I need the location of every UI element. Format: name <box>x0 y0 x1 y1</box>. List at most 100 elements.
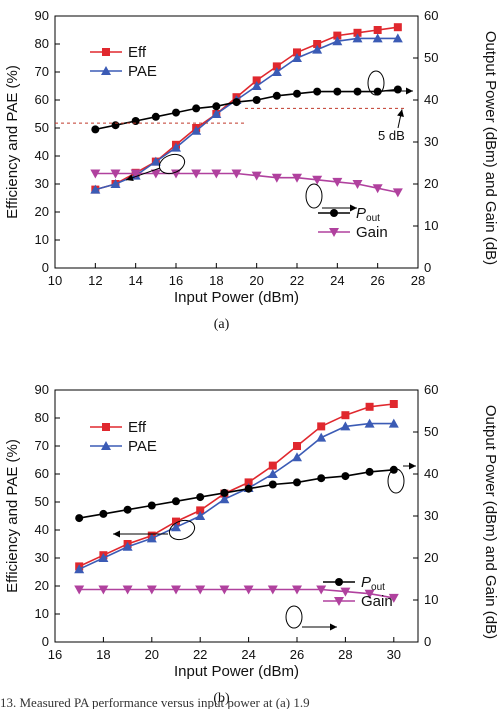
data-point <box>192 104 201 113</box>
y-right-tick-label: 0 <box>424 260 431 275</box>
data-point <box>392 188 403 198</box>
series-gain <box>74 585 399 603</box>
data-point <box>268 480 277 489</box>
data-point <box>388 418 399 428</box>
data-point <box>196 493 205 502</box>
legend-label: Gain <box>361 593 393 610</box>
legend-marker <box>102 48 110 56</box>
series-line <box>79 469 394 519</box>
y-left-tick-label: 50 <box>35 120 49 135</box>
y-right-tick-label: 0 <box>424 634 431 649</box>
data-point <box>393 23 402 32</box>
data-point <box>74 585 85 595</box>
data-point <box>372 33 383 43</box>
data-point <box>220 488 229 497</box>
arrow-right-axis-pout-head <box>409 462 416 470</box>
y-right-tick-label: 50 <box>424 424 438 439</box>
y-left-tick-label: 10 <box>35 232 49 247</box>
data-point <box>292 53 302 62</box>
data-point <box>332 177 343 187</box>
arrow-right-axis-gain-head <box>330 623 337 631</box>
data-point <box>219 585 230 595</box>
data-point <box>316 432 327 442</box>
series-p-out <box>91 85 402 134</box>
y-right-tick-label: 60 <box>424 8 438 23</box>
data-point <box>171 142 181 152</box>
series-line <box>78 422 394 570</box>
x-tick-label: 28 <box>338 647 352 662</box>
data-point <box>252 76 261 85</box>
data-point <box>317 422 326 431</box>
data-point <box>211 109 222 118</box>
group-ellipse-gain <box>285 605 303 629</box>
y-left-tick-label: 40 <box>35 148 49 163</box>
y-left-axis-label: Efficiency and PAE (%) <box>4 439 21 593</box>
data-point <box>171 585 181 595</box>
legend-label-sub: out <box>366 213 380 224</box>
data-point <box>340 421 351 431</box>
data-point <box>195 511 206 520</box>
data-point <box>99 509 108 518</box>
y-right-tick-label: 10 <box>424 592 438 607</box>
data-point <box>365 467 374 476</box>
data-point <box>364 418 375 428</box>
legend-label: Eff <box>128 44 147 61</box>
x-tick-label: 18 <box>96 647 110 662</box>
y-left-tick-label: 50 <box>35 494 49 509</box>
x-tick-label: 20 <box>249 273 263 288</box>
data-point <box>110 179 121 188</box>
x-tick-label: 10 <box>48 273 62 288</box>
data-point <box>333 31 342 40</box>
data-point <box>365 402 374 411</box>
data-point <box>146 533 157 543</box>
data-point <box>293 478 301 487</box>
data-point <box>244 484 253 493</box>
data-point <box>90 184 101 194</box>
y-left-tick-label: 90 <box>35 8 49 23</box>
y-right-tick-label: 40 <box>424 466 438 481</box>
y-left-tick-label: 80 <box>35 36 49 51</box>
series-line <box>95 37 398 191</box>
series-line <box>95 88 398 131</box>
data-point <box>151 112 160 121</box>
data-point <box>271 67 282 76</box>
data-point <box>172 497 180 506</box>
legend-marker <box>334 597 344 606</box>
data-point <box>211 169 222 179</box>
x-tick-label: 28 <box>411 273 425 288</box>
data-point <box>231 169 242 179</box>
data-point <box>196 506 205 515</box>
y-left-tick-label: 0 <box>42 634 49 649</box>
legend-label: Pout <box>356 205 380 224</box>
y-right-tick-label: 20 <box>424 550 438 565</box>
data-point <box>372 184 383 194</box>
data-point <box>219 494 230 504</box>
y-right-tick-label: 10 <box>424 218 438 233</box>
legend-top: Eff PAE <box>90 44 157 80</box>
x-tick-label: 16 <box>48 647 62 662</box>
x-tick-label: 14 <box>128 273 142 288</box>
data-point <box>74 564 85 574</box>
legend-label: Eff <box>128 419 147 436</box>
data-point <box>195 585 206 595</box>
data-point <box>212 102 221 111</box>
y-left-tick-label: 40 <box>35 522 49 537</box>
group-ellipse-pout <box>387 468 405 494</box>
legend-marker <box>330 209 338 217</box>
legend-top: Eff PAE <box>90 419 157 455</box>
series-line <box>95 172 398 194</box>
data-point <box>353 28 362 37</box>
y-right-tick-label: 20 <box>424 176 438 191</box>
y-left-axis-label: Efficiency and PAE (%) <box>4 65 21 219</box>
legend-marker <box>335 578 343 586</box>
x-tick-label: 26 <box>370 273 384 288</box>
data-point <box>191 125 202 135</box>
data-point <box>232 98 241 107</box>
y-right-tick-label: 30 <box>424 134 438 149</box>
data-point <box>340 587 351 597</box>
y-right-axis-label: Output Power (dBm) and Gain (dB) <box>482 31 499 265</box>
data-point <box>389 400 398 408</box>
data-point <box>364 589 375 599</box>
